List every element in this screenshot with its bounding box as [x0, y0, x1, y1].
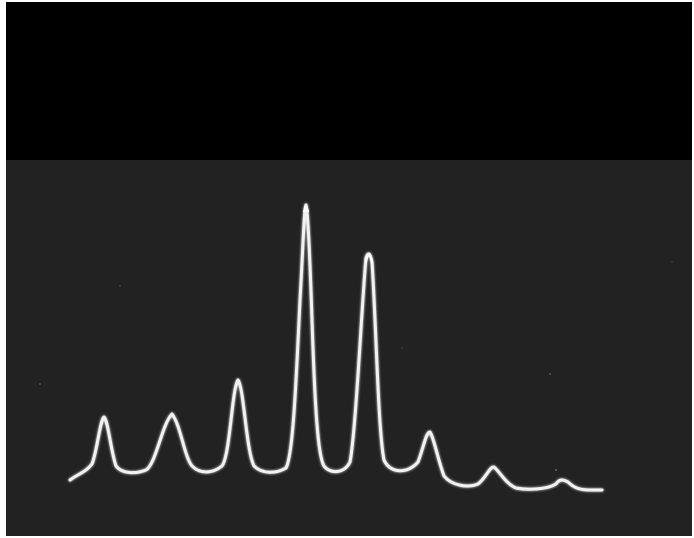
- screen-speck: [39, 383, 41, 385]
- screen-speck: [671, 261, 673, 263]
- peak-highlight: [364, 253, 374, 265]
- screen-speck: [549, 373, 551, 375]
- screen-speck: [555, 469, 557, 471]
- peak-highlight: [302, 205, 310, 213]
- dark-top-band: [6, 2, 692, 160]
- scope-screen: [6, 160, 692, 536]
- waveform-trace: [68, 203, 604, 492]
- screen-speck: [401, 347, 403, 349]
- screen-speck: [119, 285, 121, 287]
